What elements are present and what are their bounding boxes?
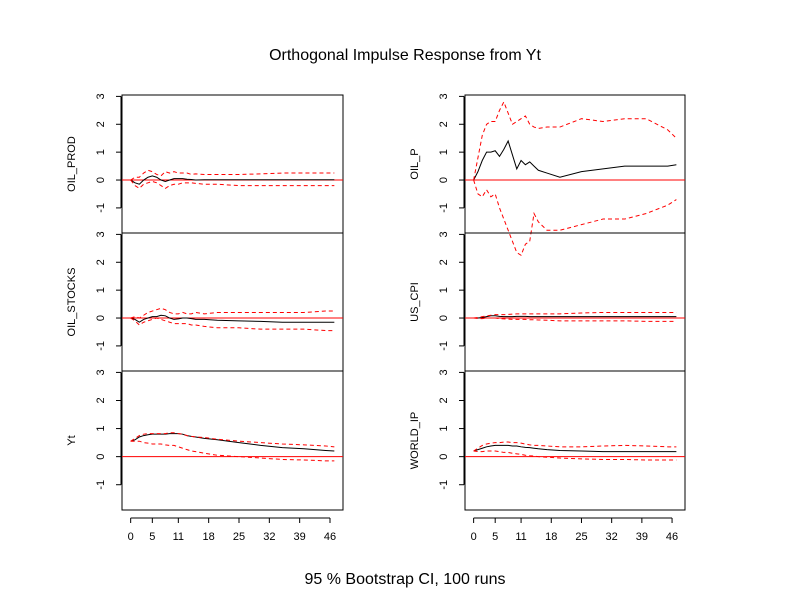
- y-tick-label: 2: [95, 259, 107, 265]
- y-axis-label: OIL_P: [409, 148, 421, 179]
- panel-frame: [121, 370, 344, 511]
- x-tick-label: 18: [545, 531, 557, 543]
- response-line: [130, 432, 335, 448]
- x-tick-label: 18: [203, 531, 215, 543]
- y-tick-label: 0: [95, 177, 107, 183]
- y-tick-label: 2: [95, 121, 107, 127]
- y-axis-label: US_CPI: [409, 282, 421, 322]
- y-axis-label: OIL_PROD: [66, 136, 78, 192]
- y-tick-label: 1: [438, 426, 450, 432]
- x-tick-label: 5: [149, 531, 155, 543]
- x-tick-label: 5: [492, 531, 498, 543]
- response-line: [473, 311, 677, 319]
- y-tick-label: 0: [438, 177, 450, 183]
- y-tick-label: -1: [95, 341, 107, 351]
- response-line: [473, 179, 677, 257]
- y-tick-label: 1: [95, 287, 107, 293]
- response-line: [473, 317, 677, 322]
- y-tick-label: 3: [438, 369, 450, 375]
- y-axis-label: Yt: [66, 435, 78, 445]
- y-tick-label: 1: [438, 287, 450, 293]
- y-tick-label: 2: [95, 397, 107, 403]
- response-line: [130, 314, 335, 323]
- response-line: [130, 175, 335, 185]
- y-tick-label: -1: [438, 480, 450, 490]
- y-tick-label: 2: [438, 259, 450, 265]
- x-tick-label: 39: [636, 531, 648, 543]
- x-tick-label: 46: [666, 531, 678, 543]
- x-tick-label: 11: [515, 531, 526, 543]
- x-tick-label: 0: [128, 531, 134, 543]
- chart-title: Orthogonal Impulse Response from Yt: [269, 47, 541, 64]
- response-line: [130, 179, 335, 190]
- y-tick-label: 0: [95, 454, 107, 460]
- y-tick-label: 3: [95, 93, 107, 99]
- response-line: [473, 444, 677, 453]
- y-tick-label: -1: [438, 203, 450, 213]
- y-tick-label: 3: [95, 231, 107, 237]
- x-tick-label: 32: [263, 531, 275, 543]
- x-tick-label: 0: [471, 531, 477, 543]
- y-tick-label: 3: [95, 369, 107, 375]
- panel-frame: [464, 370, 686, 511]
- y-tick-label: -1: [95, 203, 107, 213]
- y-tick-label: 1: [95, 149, 107, 155]
- response-line: [130, 440, 335, 462]
- x-tick-label: 25: [233, 531, 245, 543]
- y-tick-label: -1: [95, 480, 107, 490]
- y-tick-label: 0: [95, 315, 107, 321]
- y-tick-label: 2: [438, 397, 450, 403]
- y-tick-label: 1: [438, 149, 450, 155]
- y-tick-label: 1: [95, 426, 107, 432]
- x-tick-label: 32: [606, 531, 618, 543]
- x-tick-label: 46: [324, 531, 336, 543]
- x-tick-label: 11: [173, 531, 184, 543]
- response-line: [473, 450, 677, 461]
- x-tick-label: 25: [575, 531, 587, 543]
- y-tick-label: -1: [438, 341, 450, 351]
- y-tick-label: 2: [438, 121, 450, 127]
- y-axis-label: OIL_STOCKS: [66, 268, 78, 337]
- y-axis-label: WORLD_IP: [409, 412, 421, 469]
- response-line: [130, 169, 335, 181]
- y-tick-label: 3: [438, 93, 450, 99]
- y-tick-label: 0: [438, 454, 450, 460]
- response-line: [473, 315, 677, 319]
- caption: 95 % Bootstrap CI, 100 runs: [305, 571, 506, 588]
- response-line: [473, 441, 677, 452]
- y-tick-label: 3: [438, 231, 450, 237]
- y-tick-label: 0: [438, 315, 450, 321]
- response-line: [473, 139, 677, 181]
- x-tick-label: 39: [294, 531, 306, 543]
